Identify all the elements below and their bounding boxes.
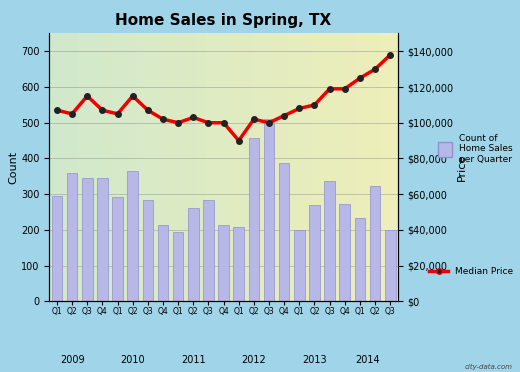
Bar [235, 33, 241, 301]
Bar [293, 33, 299, 301]
Bar [173, 232, 184, 301]
Bar [229, 33, 235, 301]
Bar [73, 33, 79, 301]
Bar [188, 208, 199, 301]
Bar [309, 205, 320, 301]
Bar [264, 33, 270, 301]
Text: 2009: 2009 [60, 355, 84, 365]
Bar [55, 33, 61, 301]
Bar [183, 33, 189, 301]
Bar [158, 225, 168, 301]
Bar [322, 33, 328, 301]
Y-axis label: Price: Price [457, 154, 466, 181]
Bar [276, 33, 282, 301]
Bar [148, 33, 154, 301]
Bar [328, 33, 334, 301]
Bar [142, 33, 148, 301]
Bar [324, 181, 335, 301]
Bar [374, 33, 381, 301]
Bar [249, 138, 259, 301]
Bar [247, 33, 253, 301]
Bar [363, 33, 369, 301]
Bar [299, 33, 305, 301]
Bar [282, 33, 288, 301]
Bar [357, 33, 363, 301]
Bar [90, 33, 96, 301]
Bar [294, 230, 305, 301]
Bar [355, 218, 365, 301]
Bar [96, 33, 102, 301]
Bar [51, 196, 62, 301]
Bar [82, 178, 93, 301]
Text: 2010: 2010 [121, 355, 145, 365]
Bar [369, 33, 374, 301]
Bar [305, 33, 311, 301]
Legend: Count of
Home Sales
per Quarter: Count of Home Sales per Quarter [438, 134, 513, 164]
Bar [264, 119, 275, 301]
Bar [113, 33, 119, 301]
Bar [206, 33, 212, 301]
Bar [340, 204, 350, 301]
Bar [177, 33, 183, 301]
Bar [334, 33, 340, 301]
Bar [258, 33, 264, 301]
Text: 2014: 2014 [355, 355, 380, 365]
Bar [142, 200, 153, 301]
Bar [385, 230, 396, 301]
Bar [49, 33, 55, 301]
Bar [317, 33, 322, 301]
Bar [172, 33, 177, 301]
Bar [218, 225, 229, 301]
Bar [108, 33, 113, 301]
Bar [381, 33, 386, 301]
Bar [311, 33, 317, 301]
Bar [61, 33, 67, 301]
Title: Home Sales in Spring, TX: Home Sales in Spring, TX [115, 13, 332, 28]
Y-axis label: Count: Count [8, 151, 18, 184]
Bar [189, 33, 194, 301]
Bar [67, 33, 73, 301]
Text: city-data.com: city-data.com [464, 364, 512, 370]
Bar [200, 33, 206, 301]
Bar [127, 171, 138, 301]
Bar [194, 33, 200, 301]
Text: 2011: 2011 [181, 355, 205, 365]
Bar [79, 33, 84, 301]
Bar [212, 33, 218, 301]
Bar [270, 33, 276, 301]
Bar [233, 227, 244, 301]
Legend: Median Price: Median Price [430, 267, 513, 276]
Bar [154, 33, 160, 301]
Bar [84, 33, 90, 301]
Bar [131, 33, 137, 301]
Bar [165, 33, 172, 301]
Bar [224, 33, 229, 301]
Bar [218, 33, 224, 301]
Bar [279, 163, 290, 301]
Bar [160, 33, 165, 301]
Bar [137, 33, 142, 301]
Bar [340, 33, 346, 301]
Bar [112, 197, 123, 301]
Bar [392, 33, 398, 301]
Text: 2013: 2013 [302, 355, 327, 365]
Bar [241, 33, 247, 301]
Bar [288, 33, 293, 301]
Bar [386, 33, 392, 301]
Bar [102, 33, 108, 301]
Bar [97, 178, 108, 301]
Bar [119, 33, 125, 301]
Bar [67, 173, 77, 301]
Bar [352, 33, 357, 301]
Bar [253, 33, 258, 301]
Text: 2012: 2012 [241, 355, 266, 365]
Bar [346, 33, 352, 301]
Bar [370, 186, 381, 301]
Bar [203, 199, 214, 301]
Bar [125, 33, 131, 301]
